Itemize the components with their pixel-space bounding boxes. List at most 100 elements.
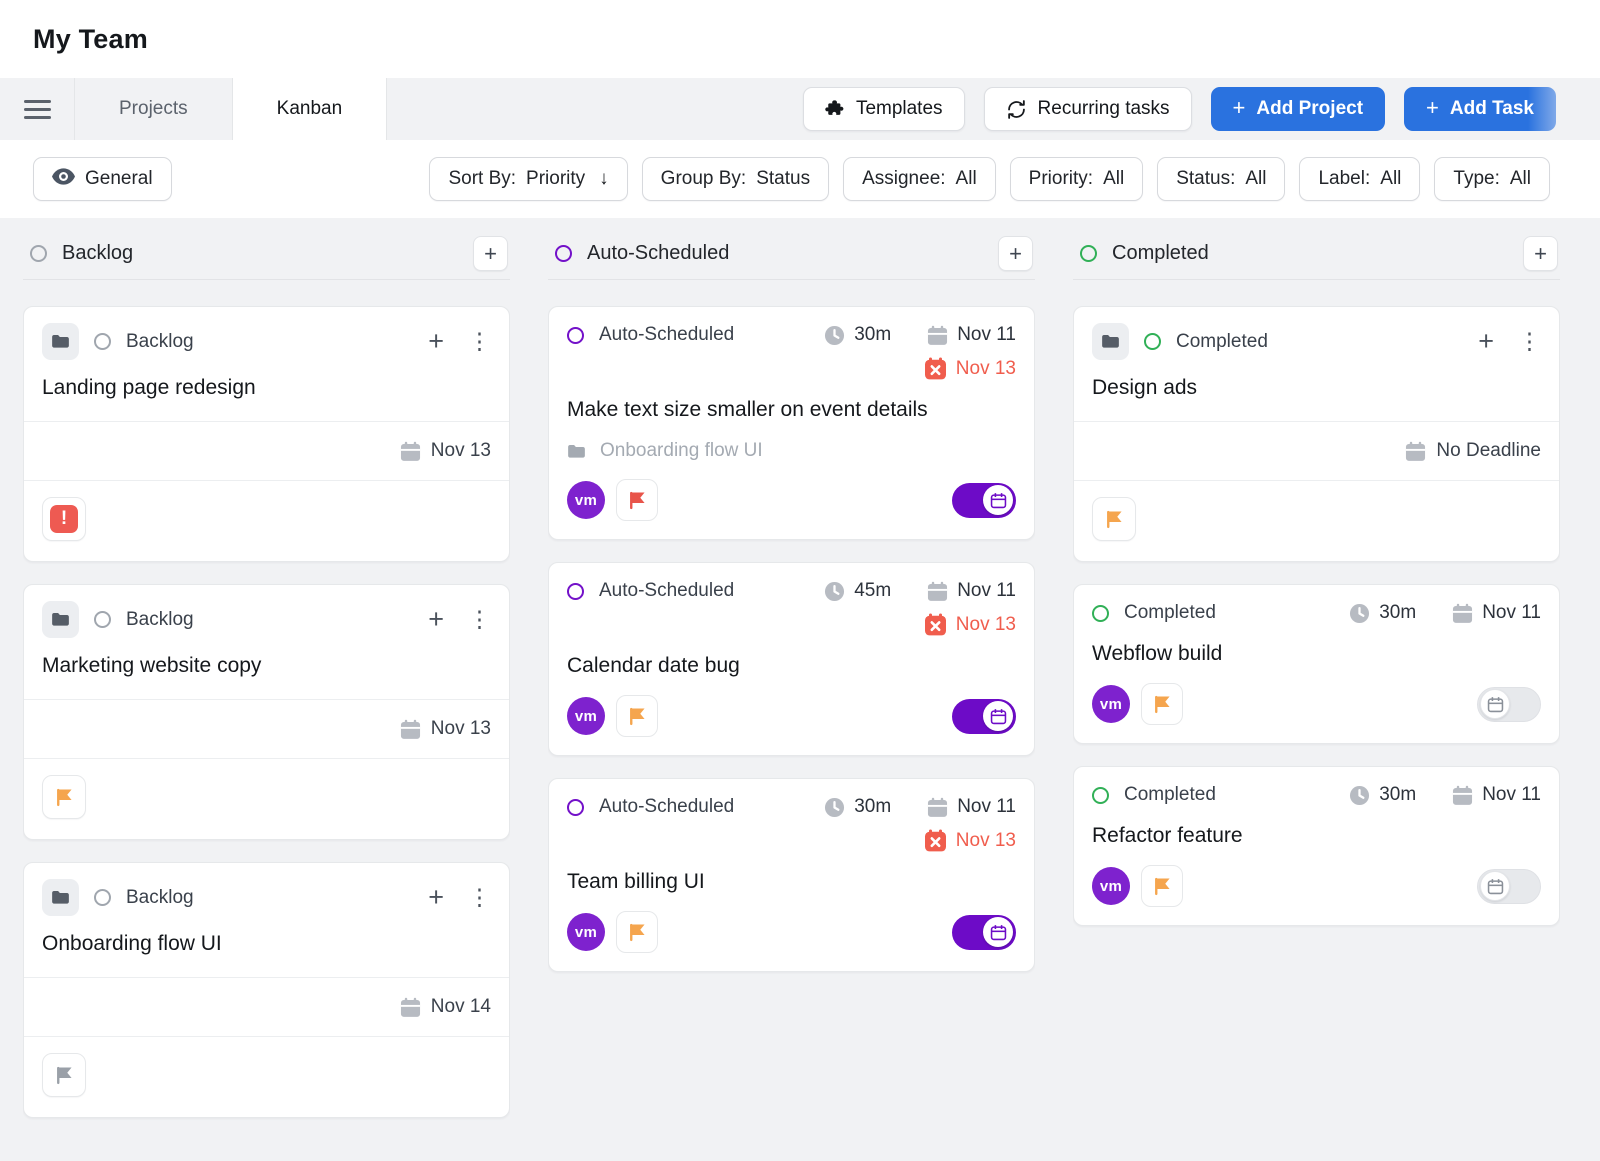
clock-icon (824, 581, 845, 602)
status-ring-icon (1092, 604, 1109, 622)
button-label: Templates (855, 98, 943, 119)
project-status-label: Completed (1176, 330, 1268, 352)
filter-chip-type[interactable]: Type: All (1434, 157, 1550, 201)
project-card[interactable]: Backlog + ⋮ Marketing website copy Nov 1… (23, 584, 510, 840)
divider (24, 1036, 509, 1037)
more-options-icon[interactable]: ⋮ (1518, 328, 1541, 354)
task-card[interactable]: Auto-Scheduled 30m Nov 11 Nov 13 Team bi… (548, 778, 1035, 972)
flag-icon (627, 922, 648, 943)
priority-flag-button[interactable] (1141, 865, 1183, 907)
task-card[interactable]: Completed 30m Nov 11 Refactor feature vm (1073, 766, 1560, 926)
filter-chip-priority[interactable]: Priority: All (1009, 157, 1144, 201)
deadline-text: No Deadline (1436, 440, 1541, 461)
project-badges (24, 1037, 509, 1117)
page-title: My Team (33, 24, 148, 54)
add-card-button[interactable]: + (1523, 236, 1558, 271)
add-task-to-project-button[interactable]: + (1478, 326, 1494, 356)
more-options-icon[interactable]: ⋮ (468, 606, 491, 632)
status-ring-icon (30, 245, 47, 262)
project-status-label: Backlog (126, 608, 194, 630)
column-header: Completed + (1073, 228, 1560, 280)
task-status-label: Completed (1124, 784, 1216, 805)
project-icon (1092, 323, 1129, 360)
project-icon (42, 323, 79, 360)
tab-projects[interactable]: Projects (74, 78, 232, 140)
task-scheduled-date: Nov 11 (1452, 602, 1541, 624)
add-card-button[interactable]: + (473, 236, 508, 271)
filter-label: Label: (1318, 168, 1371, 189)
auto-schedule-toggle[interactable] (952, 698, 1016, 734)
task-title: Webflow build (1092, 642, 1223, 665)
duration-text: 30m (854, 324, 892, 345)
task-card[interactable]: Auto-Scheduled 30m Nov 11 Nov 13 Make te… (548, 306, 1035, 540)
task-status-label: Completed (1124, 602, 1216, 623)
add-task-to-project-button[interactable]: + (428, 604, 444, 634)
exclamation-icon: ! (50, 505, 78, 533)
kanban-board: Backlog + Backlog + ⋮ Landing page redes… (0, 218, 1600, 1161)
flag-icon (1152, 876, 1173, 897)
priority-flag-button[interactable] (1141, 683, 1183, 725)
task-status-label: Auto-Scheduled (599, 580, 735, 601)
filter-chip-sort-by[interactable]: Sort By: Priority ↓ (429, 157, 628, 201)
priority-flag-button[interactable] (616, 479, 658, 521)
filter-chip-assignee[interactable]: Assignee: All (843, 157, 996, 201)
templates-button[interactable]: Templates (802, 87, 965, 131)
divider (24, 699, 509, 700)
more-options-icon[interactable]: ⋮ (468, 328, 491, 354)
task-duration: 30m (824, 796, 891, 818)
priority-flag-button[interactable] (616, 911, 658, 953)
priority-badge[interactable] (1092, 497, 1136, 541)
priority-badge[interactable] (42, 1053, 86, 1097)
filter-chip-label[interactable]: Label: All (1299, 157, 1421, 201)
task-scheduled-date: Nov 11 (1452, 784, 1541, 806)
status-ring-icon (567, 326, 584, 344)
priority-badge[interactable] (42, 775, 86, 819)
auto-schedule-toggle[interactable] (952, 482, 1016, 518)
view-selector[interactable]: General (33, 157, 172, 201)
filter-label: Type: (1453, 168, 1500, 189)
tab-label: Projects (119, 98, 188, 119)
add-card-button[interactable]: + (998, 236, 1033, 271)
task-card[interactable]: Auto-Scheduled 45m Nov 11 Nov 13 Calenda… (548, 562, 1035, 756)
project-card[interactable]: Backlog + ⋮ Onboarding flow UI Nov 14 (23, 862, 510, 1118)
tab-bar: Projects Kanban Templates Recurring task… (0, 78, 1600, 140)
add-task-button[interactable]: + Add Task (1404, 87, 1556, 131)
menu-button[interactable] (0, 78, 74, 140)
add-project-button[interactable]: + Add Project (1210, 87, 1386, 131)
recurring-tasks-button[interactable]: Recurring tasks (983, 87, 1192, 131)
filter-label: Group By: (660, 168, 747, 189)
priority-flag-button[interactable] (616, 695, 658, 737)
scheduled-date-text: Nov 11 (1482, 602, 1541, 623)
tab-kanban[interactable]: Kanban (231, 78, 388, 140)
tab-label: Kanban (276, 98, 343, 119)
status-ring-icon (1144, 333, 1161, 350)
auto-schedule-toggle[interactable] (1477, 868, 1541, 904)
task-card-header: Auto-Scheduled 45m Nov 11 (567, 580, 1016, 602)
status-ring-icon (94, 333, 111, 350)
project-card[interactable]: Completed + ⋮ Design ads No Deadline (1073, 306, 1560, 562)
priority-badge[interactable]: ! (42, 497, 86, 541)
project-title: Design ads (1092, 376, 1198, 399)
clock-icon (1349, 785, 1370, 806)
filter-label: Status: (1176, 168, 1236, 189)
more-options-icon[interactable]: ⋮ (468, 884, 491, 910)
project-card[interactable]: Backlog + ⋮ Landing page redesign Nov 13… (23, 306, 510, 562)
calendar-icon (1487, 696, 1504, 713)
task-card[interactable]: Completed 30m Nov 11 Webflow build vm (1073, 584, 1560, 744)
divider (1074, 421, 1559, 422)
add-task-to-project-button[interactable]: + (428, 882, 444, 912)
eye-icon (52, 167, 75, 191)
status-ring-icon (94, 611, 111, 628)
task-project-ref[interactable]: Onboarding flow UI (567, 440, 1016, 462)
filter-value: All (1245, 168, 1267, 189)
divider (24, 758, 509, 759)
add-task-to-project-button[interactable]: + (428, 326, 444, 356)
filter-chip-status[interactable]: Status: All (1157, 157, 1286, 201)
auto-schedule-toggle[interactable] (1477, 686, 1541, 722)
task-duration: 30m (824, 324, 891, 346)
card-list: Backlog + ⋮ Landing page redesign Nov 13… (23, 280, 510, 1128)
filter-chip-group-by[interactable]: Group By: Status (641, 157, 830, 201)
auto-schedule-toggle[interactable] (952, 914, 1016, 950)
task-card-header: Completed 30m Nov 11 (1092, 602, 1541, 624)
